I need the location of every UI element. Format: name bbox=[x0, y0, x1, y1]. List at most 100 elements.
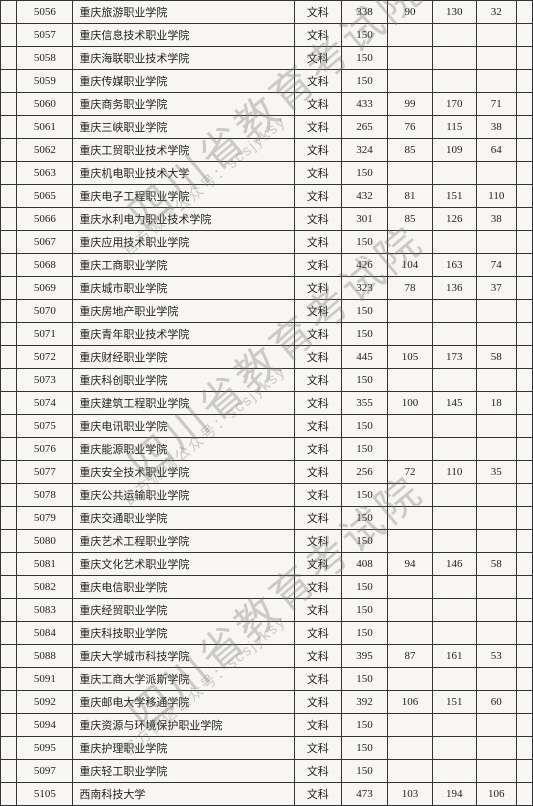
score-2: 94 bbox=[388, 553, 432, 576]
spacer-right bbox=[516, 553, 532, 576]
school-name: 重庆交通职业学院 bbox=[73, 507, 295, 530]
score-2 bbox=[388, 599, 432, 622]
score-2: 81 bbox=[388, 185, 432, 208]
score-2: 76 bbox=[388, 116, 432, 139]
score-2 bbox=[388, 714, 432, 737]
spacer-left bbox=[1, 507, 17, 530]
spacer-left bbox=[1, 622, 17, 645]
school-name: 重庆安全技术职业学院 bbox=[73, 461, 295, 484]
score-4: 38 bbox=[476, 116, 516, 139]
score-4 bbox=[476, 369, 516, 392]
school-code: 5073 bbox=[17, 369, 73, 392]
school-name: 重庆轻工职业学院 bbox=[73, 760, 295, 783]
spacer-right bbox=[516, 47, 532, 70]
table-row: 5091重庆工商大学派斯学院文科150 bbox=[1, 668, 533, 691]
category: 文科 bbox=[294, 70, 341, 93]
score-2 bbox=[388, 70, 432, 93]
spacer-right bbox=[516, 1, 532, 24]
table-row: 5080重庆艺术工程职业学院文科150 bbox=[1, 530, 533, 553]
school-code: 5070 bbox=[17, 300, 73, 323]
score-1: 150 bbox=[341, 300, 388, 323]
spacer-left bbox=[1, 438, 17, 461]
spacer-left bbox=[1, 231, 17, 254]
score-2 bbox=[388, 231, 432, 254]
category: 文科 bbox=[294, 369, 341, 392]
spacer-left bbox=[1, 530, 17, 553]
spacer-right bbox=[516, 760, 532, 783]
spacer-right bbox=[516, 599, 532, 622]
spacer-left bbox=[1, 47, 17, 70]
category: 文科 bbox=[294, 622, 341, 645]
score-2 bbox=[388, 622, 432, 645]
score-1: 150 bbox=[341, 484, 388, 507]
school-code: 5079 bbox=[17, 507, 73, 530]
score-4 bbox=[476, 714, 516, 737]
score-3 bbox=[432, 668, 476, 691]
score-2 bbox=[388, 323, 432, 346]
school-code: 5080 bbox=[17, 530, 73, 553]
score-1: 265 bbox=[341, 116, 388, 139]
school-name: 重庆电信职业学院 bbox=[73, 576, 295, 599]
school-name: 重庆工贸职业技术学院 bbox=[73, 139, 295, 162]
score-4 bbox=[476, 668, 516, 691]
category: 文科 bbox=[294, 208, 341, 231]
score-2: 90 bbox=[388, 1, 432, 24]
score-4: 32 bbox=[476, 1, 516, 24]
score-4 bbox=[476, 530, 516, 553]
category: 文科 bbox=[294, 714, 341, 737]
score-4 bbox=[476, 70, 516, 93]
school-name: 西南科技大学 bbox=[73, 783, 295, 806]
score-2: 72 bbox=[388, 461, 432, 484]
school-name: 重庆城市职业学院 bbox=[73, 277, 295, 300]
score-3 bbox=[432, 622, 476, 645]
school-code: 5083 bbox=[17, 599, 73, 622]
category: 文科 bbox=[294, 691, 341, 714]
spacer-left bbox=[1, 1, 17, 24]
score-3: 173 bbox=[432, 346, 476, 369]
school-name: 重庆艺术工程职业学院 bbox=[73, 530, 295, 553]
school-code: 5094 bbox=[17, 714, 73, 737]
score-2 bbox=[388, 530, 432, 553]
table-row: 5062重庆工贸职业技术学院文科3248510964 bbox=[1, 139, 533, 162]
category: 文科 bbox=[294, 553, 341, 576]
spacer-right bbox=[516, 645, 532, 668]
spacer-right bbox=[516, 622, 532, 645]
spacer-right bbox=[516, 714, 532, 737]
score-1: 432 bbox=[341, 185, 388, 208]
score-1: 445 bbox=[341, 346, 388, 369]
spacer-right bbox=[516, 530, 532, 553]
spacer-right bbox=[516, 162, 532, 185]
category: 文科 bbox=[294, 162, 341, 185]
school-name: 重庆能源职业学院 bbox=[73, 438, 295, 461]
spacer-right bbox=[516, 24, 532, 47]
score-4: 38 bbox=[476, 208, 516, 231]
category: 文科 bbox=[294, 507, 341, 530]
score-3 bbox=[432, 24, 476, 47]
category: 文科 bbox=[294, 254, 341, 277]
score-2: 85 bbox=[388, 139, 432, 162]
school-code: 5060 bbox=[17, 93, 73, 116]
spacer-left bbox=[1, 783, 17, 806]
score-1: 324 bbox=[341, 139, 388, 162]
table-row: 5058重庆海联职业技术学院文科150 bbox=[1, 47, 533, 70]
score-4 bbox=[476, 507, 516, 530]
score-2 bbox=[388, 415, 432, 438]
spacer-right bbox=[516, 691, 532, 714]
score-3: 145 bbox=[432, 392, 476, 415]
category: 文科 bbox=[294, 1, 341, 24]
score-1: 150 bbox=[341, 714, 388, 737]
score-4 bbox=[476, 737, 516, 760]
spacer-right bbox=[516, 668, 532, 691]
school-name: 重庆信息技术职业学院 bbox=[73, 24, 295, 47]
score-3 bbox=[432, 438, 476, 461]
category: 文科 bbox=[294, 576, 341, 599]
school-name: 重庆应用技术职业学院 bbox=[73, 231, 295, 254]
score-4: 53 bbox=[476, 645, 516, 668]
spacer-right bbox=[516, 139, 532, 162]
score-3 bbox=[432, 70, 476, 93]
score-3: 170 bbox=[432, 93, 476, 116]
category: 文科 bbox=[294, 530, 341, 553]
table-row: 5071重庆青年职业技术学院文科150 bbox=[1, 323, 533, 346]
spacer-left bbox=[1, 24, 17, 47]
category: 文科 bbox=[294, 93, 341, 116]
